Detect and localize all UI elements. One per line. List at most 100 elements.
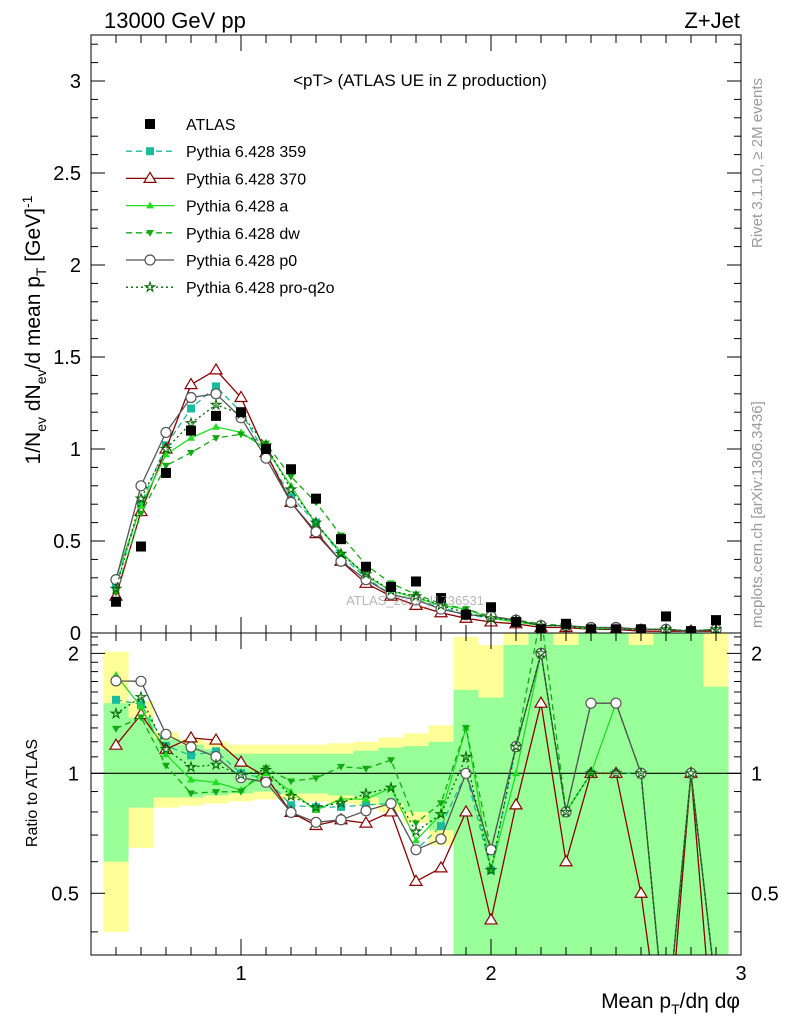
ratio-point (410, 844, 422, 856)
ratio-point (159, 742, 173, 755)
ratio-point (112, 695, 120, 704)
ratio-point (208, 732, 224, 745)
series-point (137, 502, 145, 509)
header-left-label: 13000 GeV pp (104, 8, 246, 33)
ratio-band-inner (653, 633, 679, 955)
ratio-point (537, 612, 545, 619)
series-point (160, 426, 172, 439)
series-point (134, 492, 148, 505)
ratio-point (187, 775, 195, 783)
data-point (111, 596, 121, 607)
data-point (311, 493, 321, 504)
watermark-label: ATLAS_2019_I1736531 (346, 593, 484, 608)
series-point (337, 548, 345, 555)
series-point (285, 496, 297, 508)
series-point (237, 431, 245, 439)
ratio-band-inner (453, 689, 479, 955)
ratio-point (209, 757, 223, 771)
ratio-axis-label: Ratio to ATLAS (24, 739, 41, 847)
ratio-point (285, 806, 297, 819)
ratio-point (412, 820, 420, 828)
x-tick-label: 1 (235, 963, 246, 985)
series-point (260, 452, 272, 464)
series-point (212, 382, 220, 391)
data-point (411, 576, 421, 587)
ratio-y-tick-label-right: 2 (751, 643, 762, 665)
ratio-point (437, 800, 445, 808)
ratio-point (110, 675, 122, 687)
series-point (162, 462, 170, 470)
ratio-point (187, 790, 195, 798)
legend-entry: Pythia 6.428 dw (126, 226, 300, 243)
data-point (461, 609, 471, 620)
data-point (661, 611, 671, 622)
data-point (186, 425, 196, 436)
data-point (386, 582, 396, 592)
legend-marker (146, 201, 154, 209)
ratio-point (210, 750, 222, 763)
mcplots-label: mcplots.cern.ch [arXiv:1306.3436] (749, 401, 766, 628)
data-point (561, 618, 571, 629)
ratio-point (609, 766, 623, 779)
y-tick-label: 2 (70, 255, 81, 277)
series-point (434, 598, 448, 611)
ratio-point (162, 762, 170, 770)
ratio-point (262, 769, 270, 777)
ratio-point (137, 702, 145, 710)
series-point (210, 388, 222, 400)
ratio-series-5 (109, 646, 713, 955)
series-point (212, 435, 220, 442)
data-point (436, 593, 446, 604)
legend-label: Pythia 6.428 pro-q2o (186, 280, 335, 297)
ratio-point (134, 690, 148, 703)
ratio-band-inner (603, 633, 629, 955)
series-point (159, 442, 173, 455)
series-point (334, 547, 348, 560)
ratio-point (312, 775, 320, 783)
legend-marker (143, 280, 157, 293)
ratio-y-tick-label: 1 (68, 763, 79, 785)
ratio-point (534, 646, 548, 659)
series-line (115, 404, 717, 632)
legend-label: Pythia 6.428 p0 (186, 253, 297, 270)
ratio-point (234, 768, 248, 781)
ratio-point (459, 750, 473, 763)
ratio-point (233, 754, 249, 767)
chart-title: <pT> (ATLAS UE in Z production) (293, 71, 547, 90)
ratio-point (437, 822, 445, 831)
series-point (409, 589, 423, 602)
legend-marker (146, 230, 154, 237)
legend-marker (142, 171, 158, 183)
ratio-band-inner (528, 633, 554, 955)
series-point (187, 433, 195, 441)
ratio-point (462, 725, 470, 732)
ratio-point (335, 814, 347, 826)
series-point (359, 567, 373, 580)
ratio-band-inner (353, 750, 379, 798)
legend-entry: Pythia 6.428 p0 (126, 253, 297, 270)
ratio-point (259, 763, 273, 776)
series-point (162, 450, 170, 458)
ratio-point (435, 833, 447, 845)
ratio-band-inner (628, 644, 654, 955)
x-tick-label: 3 (735, 963, 746, 985)
ratio-point (633, 886, 649, 898)
ratio-point (383, 804, 399, 817)
data-point (211, 410, 221, 421)
series-point (212, 422, 220, 430)
ratio-point (360, 805, 372, 817)
ratio-band-inner (128, 717, 154, 808)
ratio-point (212, 789, 220, 796)
ratio-point (212, 778, 220, 786)
ratio-point (362, 765, 370, 773)
series-point (183, 377, 199, 390)
series-point (208, 362, 224, 375)
data-point (336, 534, 346, 545)
series-point (187, 449, 195, 457)
ratio-point (237, 788, 245, 796)
ratio-point (184, 760, 198, 773)
series-point (335, 555, 347, 567)
ratio-point (109, 707, 123, 720)
ratio-series-4 (110, 647, 713, 955)
ratio-point (559, 805, 573, 818)
